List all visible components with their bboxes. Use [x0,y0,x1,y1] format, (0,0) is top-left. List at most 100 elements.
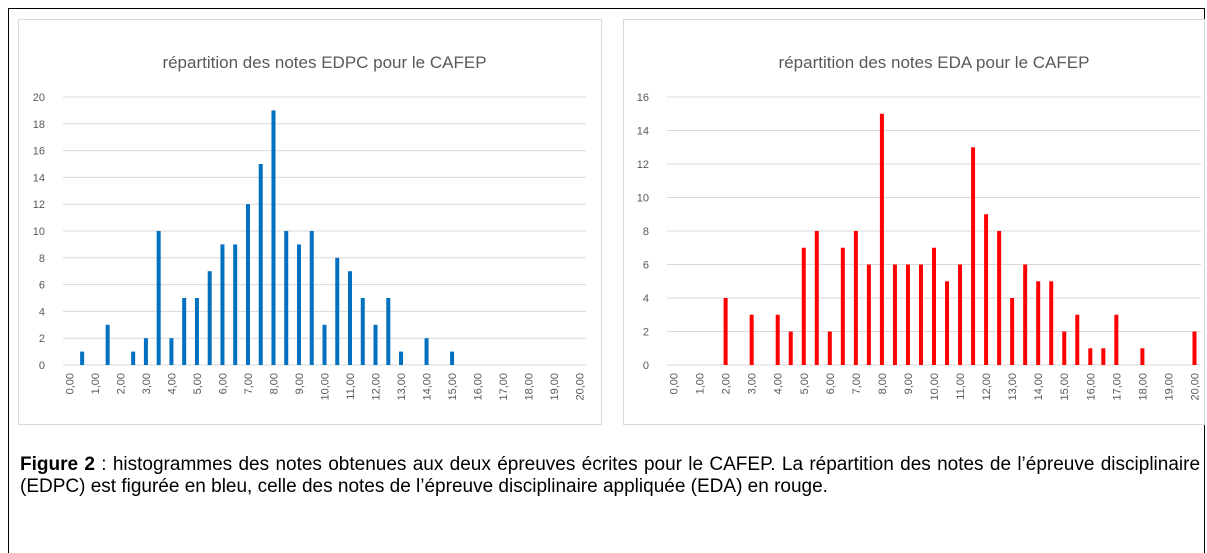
bar [1101,348,1106,365]
x-tick-label: 8,00 [877,373,889,394]
bar [892,264,897,365]
bar [1114,314,1119,365]
x-tick-label: 11,00 [955,373,967,400]
x-tick-label: 1,00 [90,373,102,394]
bar [373,324,378,365]
bar [284,231,289,365]
chart-title: répartition des notes EDA pour le CAFEP [779,53,1090,72]
x-tick-label: 15,00 [447,373,459,401]
x-tick-label: 0,00 [64,373,76,394]
bar [156,231,161,365]
bar [143,338,148,365]
x-tick-label: 13,00 [1007,373,1019,401]
x-tick-label: 14,00 [422,373,434,401]
y-tick-label: 8 [643,226,649,238]
x-tick-label: 7,00 [851,373,863,394]
bar [905,264,910,365]
bar [360,298,365,365]
x-tick-label: 4,00 [166,373,178,394]
y-tick-label: 20 [33,92,45,104]
y-tick-label: 14 [637,126,649,138]
bar [245,204,250,365]
y-tick-label: 4 [39,306,45,318]
bar [1075,314,1080,365]
bar [984,214,989,365]
x-tick-label: 15,00 [1059,373,1071,401]
x-tick-label: 5,00 [192,373,204,394]
bar [971,147,976,365]
bar [1062,331,1067,365]
bar [131,351,136,365]
bar [1088,348,1093,365]
y-tick-label: 10 [637,193,649,205]
x-tick-label: 3,00 [141,373,153,394]
x-tick-label: 6,00 [825,373,837,394]
x-tick-label: 3,00 [747,373,759,394]
bar [80,351,85,365]
bar [207,271,212,365]
bar [1036,281,1041,365]
y-tick-label: 4 [643,293,649,305]
x-tick-label: 4,00 [773,373,785,394]
bar [1010,298,1015,365]
x-tick-label: 5,00 [799,373,811,394]
x-tick-label: 9,00 [294,373,306,394]
x-tick-label: 10,00 [320,373,332,401]
bar [723,298,728,365]
bar [296,244,301,365]
x-tick-label: 2,00 [721,373,733,394]
bar [801,247,806,365]
bar [182,298,187,365]
caption: Figure 2 : histogrammes des notes obtenu… [20,454,1200,498]
bar [335,257,340,365]
x-tick-label: 17,00 [498,373,510,401]
y-tick-label: 6 [39,280,45,292]
x-tick-label: 1,00 [695,373,707,394]
bar [105,324,110,365]
bar [258,164,263,365]
bar [233,244,238,365]
bar [788,331,793,365]
y-tick-label: 6 [643,260,649,272]
y-tick-label: 2 [643,327,649,339]
y-tick-label: 18 [33,119,45,131]
y-tick-label: 16 [33,146,45,158]
x-tick-label: 6,00 [217,373,229,394]
x-tick-label: 14,00 [1033,373,1045,401]
bar [1192,331,1197,365]
x-tick-label: 20,00 [575,373,587,401]
y-tick-label: 0 [643,360,649,372]
bar [348,271,353,365]
bar [1140,348,1145,365]
y-tick-label: 10 [33,226,45,238]
bar [749,314,754,365]
bar [840,247,845,365]
x-tick-label: 19,00 [549,373,561,401]
x-tick-label: 8,00 [268,373,280,394]
bar [220,244,225,365]
y-tick-label: 16 [637,92,649,104]
x-tick-label: 19,00 [1163,373,1175,401]
bar [450,351,455,365]
y-tick-label: 8 [39,253,45,265]
bar [879,113,884,365]
caption-text: : histogrammes des notes obtenues aux de… [20,454,1201,497]
caption-label: Figure 2 [20,454,95,475]
x-tick-label: 13,00 [396,373,408,401]
x-tick-label: 7,00 [243,373,255,394]
bar [958,264,963,365]
bar [386,298,391,365]
y-tick-label: 0 [39,360,45,372]
bar [853,231,858,365]
bar [997,231,1002,365]
x-tick-label: 20,00 [1189,373,1201,401]
x-tick-label: 2,00 [115,373,127,394]
x-tick-label: 16,00 [473,373,485,401]
bar [827,331,832,365]
x-tick-label: 0,00 [669,373,681,394]
bar [424,338,429,365]
x-tick-label: 18,00 [1137,373,1149,401]
bar [271,110,276,366]
bar [775,314,780,365]
x-tick-label: 18,00 [524,373,536,401]
